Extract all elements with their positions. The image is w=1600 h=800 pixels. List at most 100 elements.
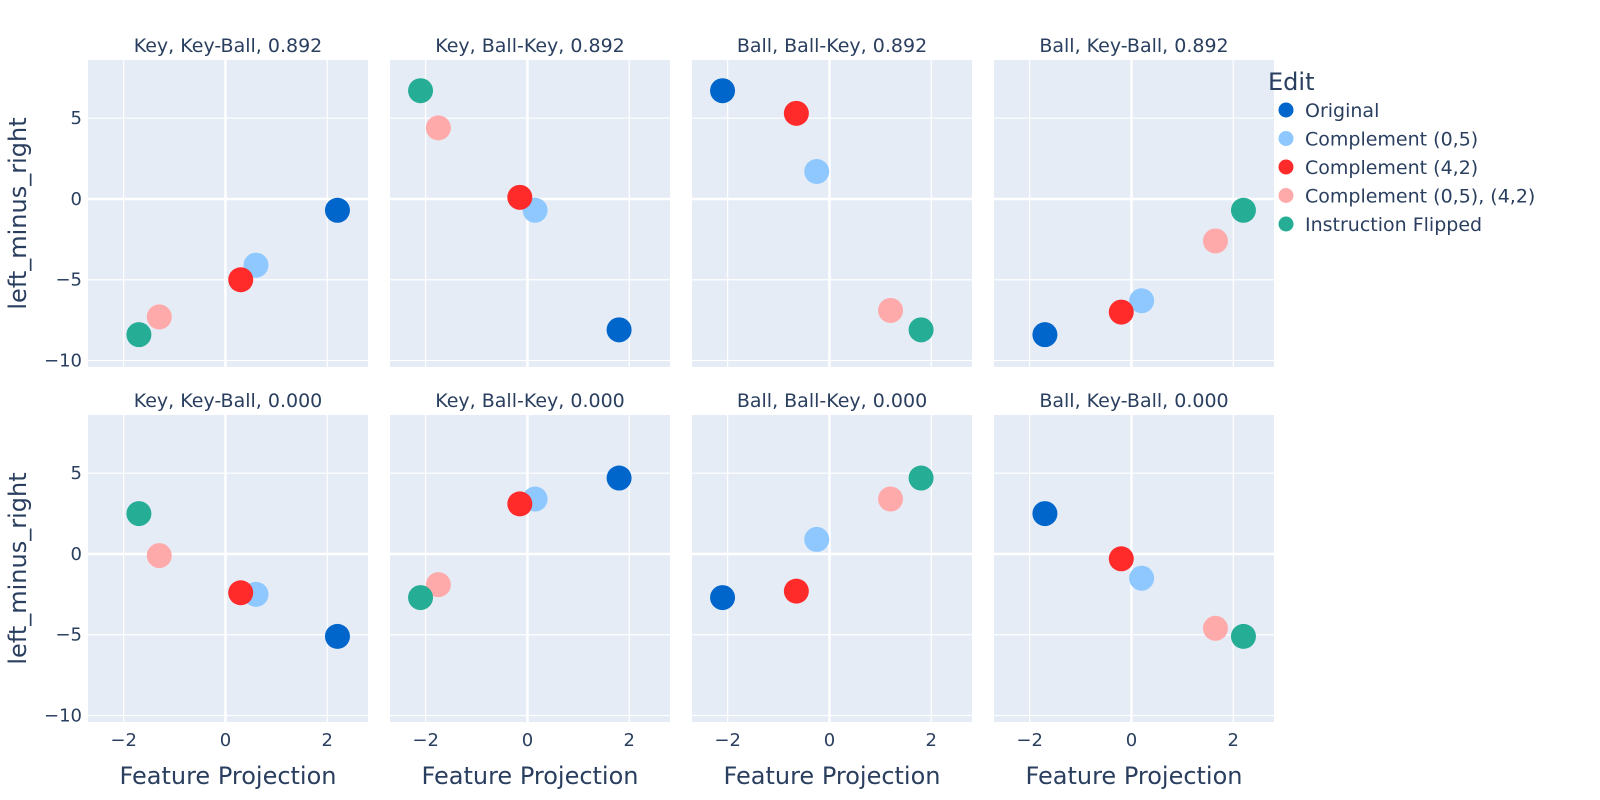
x-axis-title: Feature Projection [422,762,639,790]
x-tick-label: 2 [624,730,635,751]
x-tick-label: 0 [220,730,231,751]
data-point-complement-4-2 [783,100,809,126]
panel-background [88,415,368,722]
y-tick-label: 5 [71,463,82,484]
data-point-complement-0-5-4-2 [878,486,904,512]
y-tick-label: 0 [71,189,82,210]
y-tick-label: −10 [44,351,82,372]
panel-2: Ball, Ball-Key, 0.892 [692,35,972,367]
data-point-instruction-flipped [1230,623,1256,649]
data-point-complement-0-5 [804,158,830,184]
x-tick-label: −2 [110,730,137,751]
data-point-original [324,197,350,223]
data-point-original [710,78,736,104]
panel-6: Ball, Ball-Key, 0.000 −2 0 2 Feature Project… [692,390,972,790]
legend-label: Complement (4,2) [1305,157,1478,179]
data-point-instruction-flipped [408,78,434,104]
y-tick-label: −5 [55,625,82,646]
data-point-instruction-flipped [408,585,434,611]
data-point-complement-0-5-4-2 [878,297,904,323]
panel-background [994,60,1274,367]
y-tick-label: 0 [71,544,82,565]
data-point-complement-4-2 [228,580,254,606]
data-point-complement-4-2 [1108,299,1134,325]
data-point-complement-4-2 [507,491,533,517]
data-point-original [606,317,632,343]
x-tick-label: 0 [1126,730,1137,751]
data-point-instruction-flipped [126,501,152,527]
panel-title: Key, Ball-Key, 0.000 [435,390,625,412]
panel-title: Ball, Ball-Key, 0.892 [737,35,927,57]
legend-item: Complement (0,5) [1278,129,1478,151]
panel-7: Ball, Key-Ball, 0.000 −2 0 2 Feature Project… [994,390,1274,790]
panel-title: Ball, Key-Ball, 0.000 [1039,390,1228,412]
legend-marker [1278,131,1294,146]
data-point-complement-0-5-4-2 [425,572,451,598]
data-point-complement-4-2 [1108,546,1134,572]
panel-0: Key, Key-Ball, 0.892 −10 −5 0 5 left_minus_ri… [4,35,368,372]
x-tick-label: 0 [824,730,835,751]
data-point-complement-4-2 [507,184,533,210]
panel-background [692,415,972,722]
data-point-complement-0-5-4-2 [146,543,172,569]
data-point-complement-4-2 [228,267,254,293]
x-tick-label: 0 [522,730,533,751]
legend-item: Original [1278,100,1379,122]
panel-title: Key, Key-Ball, 0.892 [134,35,323,57]
y-axis-title: left_minus_right [4,117,32,309]
x-axis-title: Feature Projection [120,762,337,790]
legend-item: Complement (0,5), (4,2) [1278,186,1535,208]
data-point-instruction-flipped [126,322,152,348]
panel-1: Key, Ball-Key, 0.892 [390,35,670,367]
panel-background [692,60,972,367]
data-point-instruction-flipped [1230,197,1256,223]
panel-5: Key, Ball-Key, 0.000 −2 0 2 Feature Projecti… [390,390,670,790]
x-axis-title: Feature Projection [724,762,941,790]
y-tick-label: −10 [44,706,82,727]
panel-background [88,60,368,367]
data-point-instruction-flipped [908,317,934,343]
legend: Edit Original Complement (0,5) Complement (… [1268,68,1535,236]
legend-marker [1278,216,1294,232]
panel-background [390,415,670,722]
data-point-original [324,623,350,649]
data-point-complement-0-5-4-2 [1202,615,1228,641]
x-axis-title: Feature Projection [1026,762,1243,790]
data-point-original [1032,501,1058,527]
panel-3: Ball, Key-Ball, 0.892 [994,35,1274,367]
legend-label: Complement (0,5) [1305,129,1478,151]
panel-title: Ball, Key-Ball, 0.892 [1039,35,1228,57]
legend-label: Complement (0,5), (4,2) [1305,186,1535,208]
data-point-instruction-flipped [908,465,934,491]
panel-title: Key, Key-Ball, 0.000 [134,390,323,412]
legend-marker [1278,188,1294,203]
x-tick-label: −2 [714,730,741,751]
legend-item: Instruction Flipped [1278,214,1482,236]
legend-marker [1278,159,1294,175]
y-tick-label: −5 [55,270,82,291]
panels: Key, Key-Ball, 0.892 −10 −5 0 5 left_minus_ri… [4,35,1274,790]
data-point-complement-0-5-4-2 [1202,228,1228,254]
data-point-complement-0-5 [804,526,830,552]
y-axis-title: left_minus_right [4,472,32,664]
y-tick-label: 5 [71,108,82,129]
data-point-complement-0-5 [1129,288,1155,314]
panel-title: Key, Ball-Key, 0.892 [435,35,625,57]
data-point-original [606,465,632,491]
legend-title: Edit [1268,68,1314,96]
data-point-complement-0-5-4-2 [146,304,172,330]
data-point-complement-0-5-4-2 [425,115,451,141]
legend-label: Instruction Flipped [1305,214,1482,236]
panel-4: Key, Key-Ball, 0.000 −10 −5 0 5 left_minus_ri… [4,390,368,790]
x-tick-label: −2 [1016,730,1043,751]
data-point-complement-4-2 [783,578,809,604]
data-point-original [1032,322,1058,348]
legend-item: Complement (4,2) [1278,157,1478,179]
x-tick-label: 2 [1228,730,1239,751]
x-tick-label: −2 [412,730,439,751]
data-point-complement-0-5 [1129,565,1155,591]
x-tick-label: 2 [926,730,937,751]
legend-marker [1278,102,1294,118]
x-tick-label: 2 [322,730,333,751]
